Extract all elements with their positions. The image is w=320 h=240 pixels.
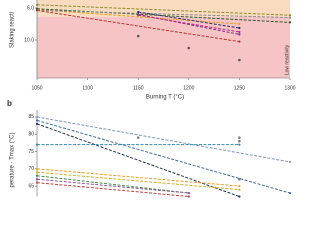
point bbox=[35, 119, 39, 122]
point bbox=[238, 58, 241, 62]
point bbox=[137, 14, 140, 17]
point bbox=[187, 191, 190, 195]
point bbox=[238, 139, 241, 143]
point bbox=[238, 33, 241, 36]
point bbox=[238, 143, 241, 146]
y-axis-label: Slaking reacti bbox=[10, 12, 16, 48]
point bbox=[288, 14, 292, 17]
point bbox=[35, 7, 39, 10]
dashed-line bbox=[36, 9, 240, 25]
band bbox=[37, 16, 290, 78]
dashed-line bbox=[36, 116, 291, 163]
panel-label: b bbox=[7, 99, 12, 108]
y-axis-label: perature - Tmax (°C) bbox=[10, 133, 16, 188]
point bbox=[137, 10, 140, 14]
point bbox=[187, 195, 190, 198]
x-tick-label: 1200 bbox=[183, 85, 194, 91]
figure: 6.0 10.0 1050 1100 1150 1200 1250 1300 65 70 75 80 8… bbox=[7, 0, 296, 198]
point bbox=[288, 21, 292, 24]
x-tick-label: 1250 bbox=[234, 85, 245, 91]
dashed-line bbox=[36, 171, 240, 191]
point bbox=[238, 136, 241, 139]
y-tick-label: 10.0 bbox=[24, 37, 34, 43]
point bbox=[238, 30, 241, 34]
point bbox=[35, 143, 39, 146]
dashed-line bbox=[36, 178, 189, 194]
x-tick-label: 1300 bbox=[284, 85, 295, 91]
dashed-line bbox=[138, 14, 240, 33]
y-tick-label: 80 bbox=[28, 132, 34, 138]
point bbox=[35, 181, 39, 184]
point bbox=[35, 171, 39, 174]
annotation: Low reactivity bbox=[284, 44, 290, 75]
dashed-line bbox=[138, 11, 240, 29]
x-tick-label: 1100 bbox=[82, 85, 93, 91]
point bbox=[288, 16, 292, 19]
y-tick-label: 75 bbox=[28, 149, 34, 155]
dashed-line bbox=[36, 168, 240, 187]
point bbox=[238, 177, 241, 181]
point bbox=[238, 195, 241, 198]
dashed-line bbox=[138, 13, 240, 35]
point bbox=[238, 40, 241, 43]
y-tick-label: 70 bbox=[28, 166, 34, 172]
point bbox=[288, 191, 292, 195]
y-tick-label: 85 bbox=[28, 114, 34, 120]
x-axis-label: Burning T (°C) bbox=[146, 95, 184, 101]
point bbox=[136, 34, 140, 38]
point bbox=[35, 122, 39, 125]
point bbox=[35, 167, 39, 170]
point bbox=[35, 9, 39, 12]
dashed-line bbox=[36, 9, 240, 43]
point bbox=[35, 178, 39, 181]
dashed-line bbox=[36, 175, 189, 194]
point bbox=[35, 115, 39, 119]
point bbox=[238, 188, 241, 191]
point bbox=[288, 160, 292, 163]
dashed-line bbox=[36, 182, 189, 197]
dashed-line bbox=[36, 4, 291, 16]
point bbox=[35, 3, 39, 6]
point bbox=[187, 46, 191, 50]
point bbox=[238, 26, 241, 30]
point bbox=[35, 174, 39, 177]
point bbox=[136, 136, 140, 139]
dashed-line bbox=[36, 123, 240, 197]
y-tick-label: 65 bbox=[28, 183, 34, 189]
dashed-line bbox=[36, 8, 291, 23]
y-tick-label: 6.0 bbox=[27, 5, 34, 11]
point bbox=[238, 22, 241, 26]
x-tick-label: 1150 bbox=[133, 85, 144, 91]
dashed-line bbox=[36, 119, 291, 194]
point bbox=[238, 185, 241, 188]
dashed-line bbox=[36, 9, 291, 19]
x-tick-label: 1050 bbox=[31, 85, 42, 91]
